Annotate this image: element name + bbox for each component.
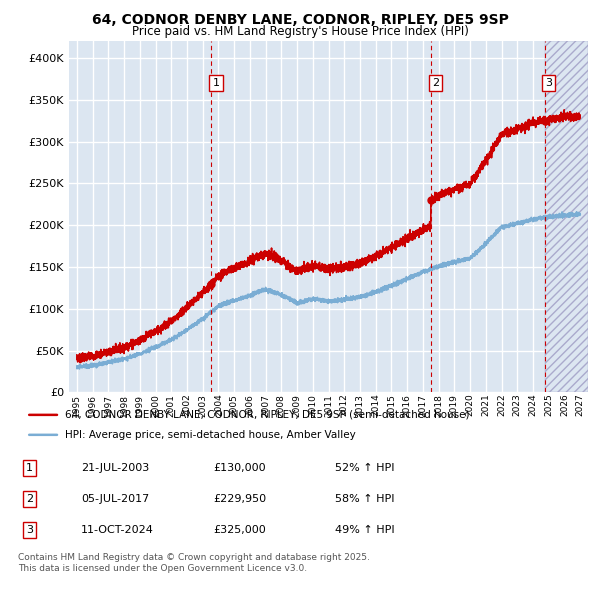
Text: £325,000: £325,000 [214, 525, 266, 535]
Text: 52% ↑ HPI: 52% ↑ HPI [335, 463, 394, 473]
Text: 3: 3 [545, 78, 552, 88]
Text: 64, CODNOR DENBY LANE, CODNOR, RIPLEY, DE5 9SP: 64, CODNOR DENBY LANE, CODNOR, RIPLEY, D… [92, 13, 508, 27]
Text: £229,950: £229,950 [214, 494, 267, 504]
Text: 1: 1 [26, 463, 33, 473]
Text: 1: 1 [212, 78, 220, 88]
Text: 64, CODNOR DENBY LANE, CODNOR, RIPLEY, DE5 9SP (semi-detached house): 64, CODNOR DENBY LANE, CODNOR, RIPLEY, D… [65, 410, 469, 420]
Text: 2: 2 [26, 494, 33, 504]
Text: 21-JUL-2003: 21-JUL-2003 [81, 463, 149, 473]
Text: 11-OCT-2024: 11-OCT-2024 [81, 525, 154, 535]
Text: Contains HM Land Registry data © Crown copyright and database right 2025.
This d: Contains HM Land Registry data © Crown c… [18, 553, 370, 573]
Text: 2: 2 [432, 78, 439, 88]
Text: 49% ↑ HPI: 49% ↑ HPI [335, 525, 394, 535]
Text: £130,000: £130,000 [214, 463, 266, 473]
Text: HPI: Average price, semi-detached house, Amber Valley: HPI: Average price, semi-detached house,… [65, 430, 356, 440]
Text: 58% ↑ HPI: 58% ↑ HPI [335, 494, 394, 504]
Bar [545, 41, 588, 392]
Text: 3: 3 [26, 525, 33, 535]
Text: 05-JUL-2017: 05-JUL-2017 [81, 494, 149, 504]
Text: Price paid vs. HM Land Registry's House Price Index (HPI): Price paid vs. HM Land Registry's House … [131, 25, 469, 38]
